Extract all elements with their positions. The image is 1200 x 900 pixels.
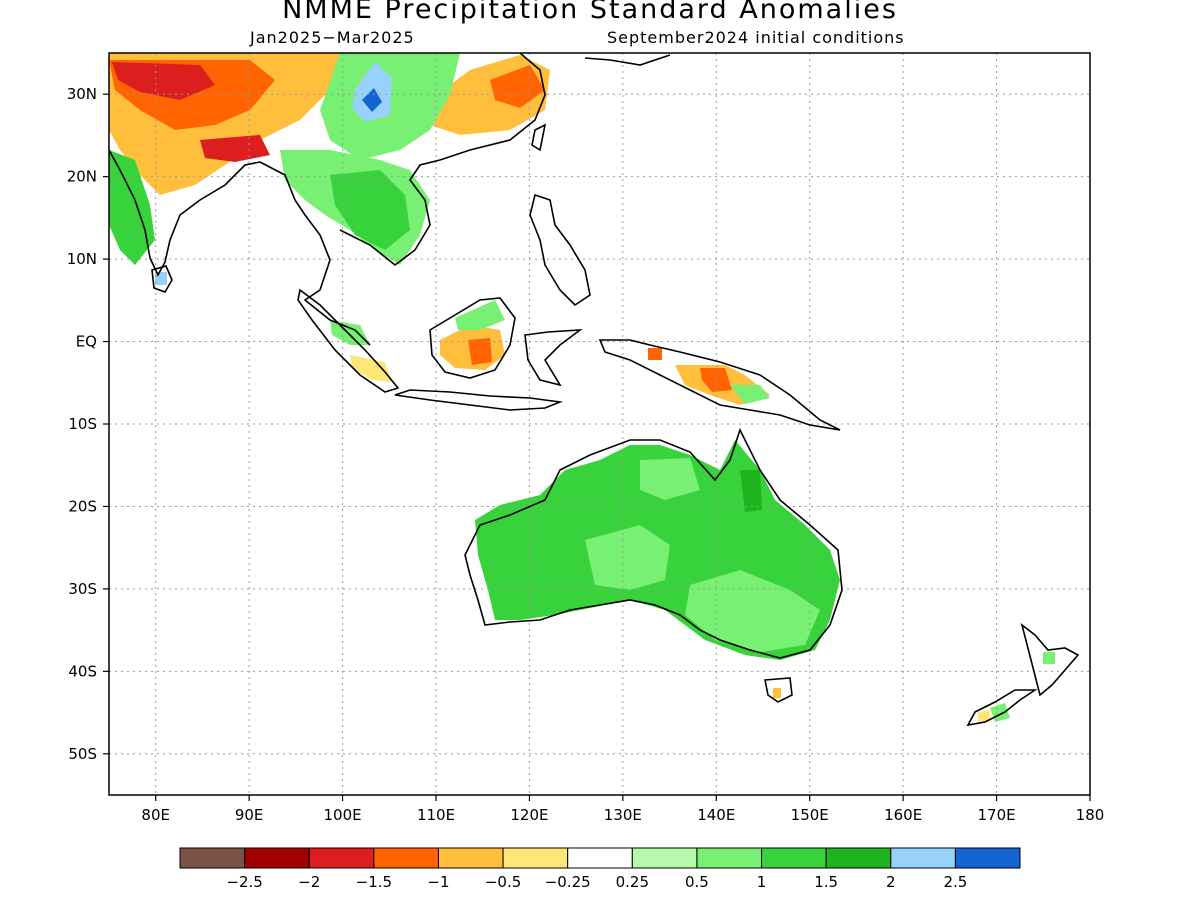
anomaly-region-borneo-core — [468, 338, 492, 365]
lon-tick-label: 150E — [791, 806, 829, 824]
coastlines — [109, 53, 1080, 727]
lon-tick-label: 100E — [324, 806, 362, 824]
colorbar-swatch — [179, 847, 246, 869]
colorbar: −2.5 −2 −1.5 −1 −0.5 −0.25 0.25 0.5 1 1.5 2 2.5 — [179, 847, 1021, 891]
anomaly-region-china-east-core — [490, 65, 545, 108]
colorbar-swatch — [502, 847, 569, 869]
colorbar-label: −0.5 — [485, 873, 521, 891]
map-frame — [108, 52, 1091, 796]
colorbar-swatch — [308, 847, 375, 869]
colorbar-label: 0.25 — [616, 873, 649, 891]
gridlines — [109, 53, 1090, 795]
colorbar-swatch — [890, 847, 956, 869]
colorbar-label: −0.25 — [545, 873, 591, 891]
anomaly-region-new-guinea-wet — [730, 385, 770, 404]
coast-philippines — [529, 193, 591, 307]
anomaly-region-australia-light-3 — [640, 458, 700, 500]
lon-tick-label: 140E — [697, 806, 735, 824]
anomaly-region-india-west — [109, 150, 155, 265]
lon-tick-label: 180 — [1076, 806, 1105, 824]
anomaly-region-nz-south-dry — [978, 710, 990, 722]
initial-conditions: September2024 initial conditions — [607, 28, 905, 47]
anomaly-region-australia-light-1 — [585, 525, 670, 590]
lon-tick-label: 130E — [604, 806, 642, 824]
lon-tick-label: 120E — [510, 806, 548, 824]
coast-japan — [584, 54, 671, 66]
anomaly-region-nepal — [200, 135, 270, 162]
anomaly-region-nz-north — [1043, 652, 1055, 664]
anomaly-region-tasmania — [773, 688, 781, 698]
colorbar-label: 1 — [757, 873, 767, 891]
colorbar-swatch — [954, 847, 1021, 869]
coast-java — [394, 389, 564, 411]
anomaly-region-new-guinea-west — [648, 348, 662, 360]
coast-new-guinea — [598, 339, 841, 431]
colorbar-label: 0.5 — [685, 873, 709, 891]
anomaly-shading — [109, 53, 1055, 722]
coast-australia — [464, 427, 843, 659]
coast-nz-south — [966, 689, 1038, 727]
colorbar-label: −2 — [298, 873, 320, 891]
colorbar-swatch — [761, 847, 827, 869]
colorbar-swatch — [567, 847, 633, 869]
anomaly-region-australia-dark — [740, 470, 762, 512]
anomaly-region-australia-light-2 — [685, 570, 820, 652]
colorbar-label: −1.5 — [356, 873, 392, 891]
lon-tick-label: 160E — [884, 806, 922, 824]
lat-tick-label: 10S — [68, 415, 97, 433]
lat-tick-label: 30N — [67, 85, 97, 103]
anomaly-region-borneo-north — [455, 300, 505, 330]
colorbar-label: 1.5 — [814, 873, 838, 891]
lon-tick-label: 110E — [417, 806, 455, 824]
anomaly-region-sumatra-south — [350, 355, 392, 382]
anomaly-region-indochina-core — [330, 170, 410, 250]
anomaly-region-malay — [330, 320, 370, 345]
lat-tick-label: 30S — [68, 580, 97, 598]
lat-tick-label: EQ — [76, 333, 97, 351]
colorbar-label: −1 — [427, 873, 449, 891]
forecast-period: Jan2025−Mar2025 — [250, 28, 415, 47]
lat-tick-label: 20N — [67, 168, 97, 186]
axes: 30N 20N 10N EQ 10S 20S 30S 40S 50S 80E 90E 100E 110E… — [67, 85, 1105, 824]
colorbar-label: 2.5 — [943, 873, 967, 891]
colorbar-swatch — [696, 847, 763, 869]
colorbar-swatch — [631, 847, 698, 869]
anomaly-region-sw-china-deep — [362, 88, 382, 112]
coast-sulawesi — [524, 329, 583, 387]
lat-tick-label: 20S — [68, 497, 97, 515]
lat-tick-label: 50S — [68, 745, 97, 763]
coast-borneo — [429, 297, 516, 379]
anomaly-region-new-guinea-core — [700, 368, 732, 392]
lon-tick-label: 80E — [141, 806, 170, 824]
colorbar-swatch — [244, 847, 310, 869]
map-area — [109, 53, 1090, 795]
anomaly-region-tibet-peak — [112, 62, 215, 100]
coast-sumatra — [297, 288, 400, 393]
coast-srilanka — [151, 265, 173, 293]
colorbar-swatch — [373, 847, 439, 869]
coast-tasmania — [764, 677, 793, 703]
lat-tick-label: 10N — [67, 250, 97, 268]
colorbar-label: −2.5 — [226, 873, 262, 891]
coast-india — [109, 149, 261, 277]
colorbar-swatch — [437, 847, 504, 869]
coast-indochina — [339, 53, 546, 267]
colorbar-label: 2 — [886, 873, 896, 891]
anomaly-region-nz-south — [990, 703, 1010, 722]
lon-tick-label: 170E — [978, 806, 1016, 824]
colorbar-swatch — [825, 847, 892, 869]
lat-tick-label: 40S — [68, 662, 97, 680]
coast-nz-north — [1020, 622, 1080, 697]
map-title: NMME Precipitation Standard Anomalies — [282, 0, 898, 25]
coast-taiwan — [531, 123, 547, 152]
lon-tick-label: 90E — [235, 806, 264, 824]
